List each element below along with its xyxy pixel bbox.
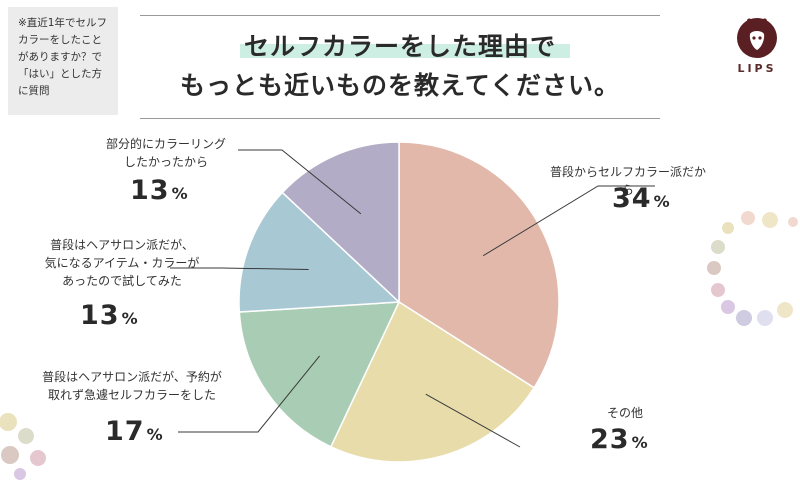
slice-pct-1: 23% (590, 424, 649, 455)
decorative-dot (788, 217, 798, 227)
decorative-dot (30, 450, 46, 466)
decorative-dots (0, 211, 798, 480)
slice-pct-3: 13% (80, 300, 139, 331)
decorative-dot (762, 212, 778, 228)
leader-line-4 (238, 149, 362, 215)
page-title-line1: セルフカラーをした理由で (243, 32, 556, 61)
slice-pct-0: 34% (612, 183, 671, 214)
pie-slice-1 (329, 300, 536, 463)
decorative-dot (711, 283, 725, 297)
leader-line-0 (482, 185, 655, 257)
decorative-dot (711, 240, 725, 254)
slice-pct-2: 17% (105, 416, 164, 447)
leader-line-2 (178, 355, 320, 433)
decorative-dot (1, 446, 19, 464)
page-title-line2: もっとも近いものを教えてください。 (179, 71, 620, 100)
decorative-dot (777, 302, 793, 318)
title-bottom-rule (140, 118, 660, 119)
slice-pct-4: 13% (130, 175, 189, 206)
slice-label-4: 部分的にカラーリング したかったから (105, 137, 226, 169)
leader-line-3 (170, 267, 309, 270)
pie-slices (238, 141, 560, 463)
decorative-dot (18, 428, 34, 444)
slice-label-1: その他 (606, 406, 643, 420)
title-top-rule (140, 15, 660, 16)
decorative-dot (721, 300, 735, 314)
slice-label-3: 普段はヘアサロン派だが、 気になるアイテム・カラーが あったので試してみた (44, 238, 200, 288)
leader-line-1 (425, 393, 521, 448)
decorative-dot (722, 222, 734, 234)
slice-label-0: 普段からセルフカラー派だから (549, 165, 706, 197)
title-highlight (240, 44, 570, 58)
decorative-dot (757, 310, 773, 326)
pie-slice-4 (281, 141, 400, 304)
leader-lines (170, 149, 655, 448)
pie-slice-2 (238, 301, 401, 448)
slice-label-2: 普段はヘアサロン派だが、予約が 取れず急遽セルフカラーをした (42, 370, 222, 402)
decorative-dot (736, 310, 752, 326)
pie-slice-0 (398, 141, 560, 389)
survey-note: ※直近1年でセルフカラーをしたことがありますか？で「はい」とした方に質問 (8, 7, 118, 115)
decorative-dot (0, 413, 17, 431)
logo-wordmark: LIPS (737, 62, 777, 75)
decorative-dot (707, 261, 721, 275)
pie-slice-3 (238, 191, 401, 313)
decorative-dot (741, 211, 755, 225)
decorative-dot (14, 468, 26, 480)
deer-head-icon (737, 18, 777, 58)
